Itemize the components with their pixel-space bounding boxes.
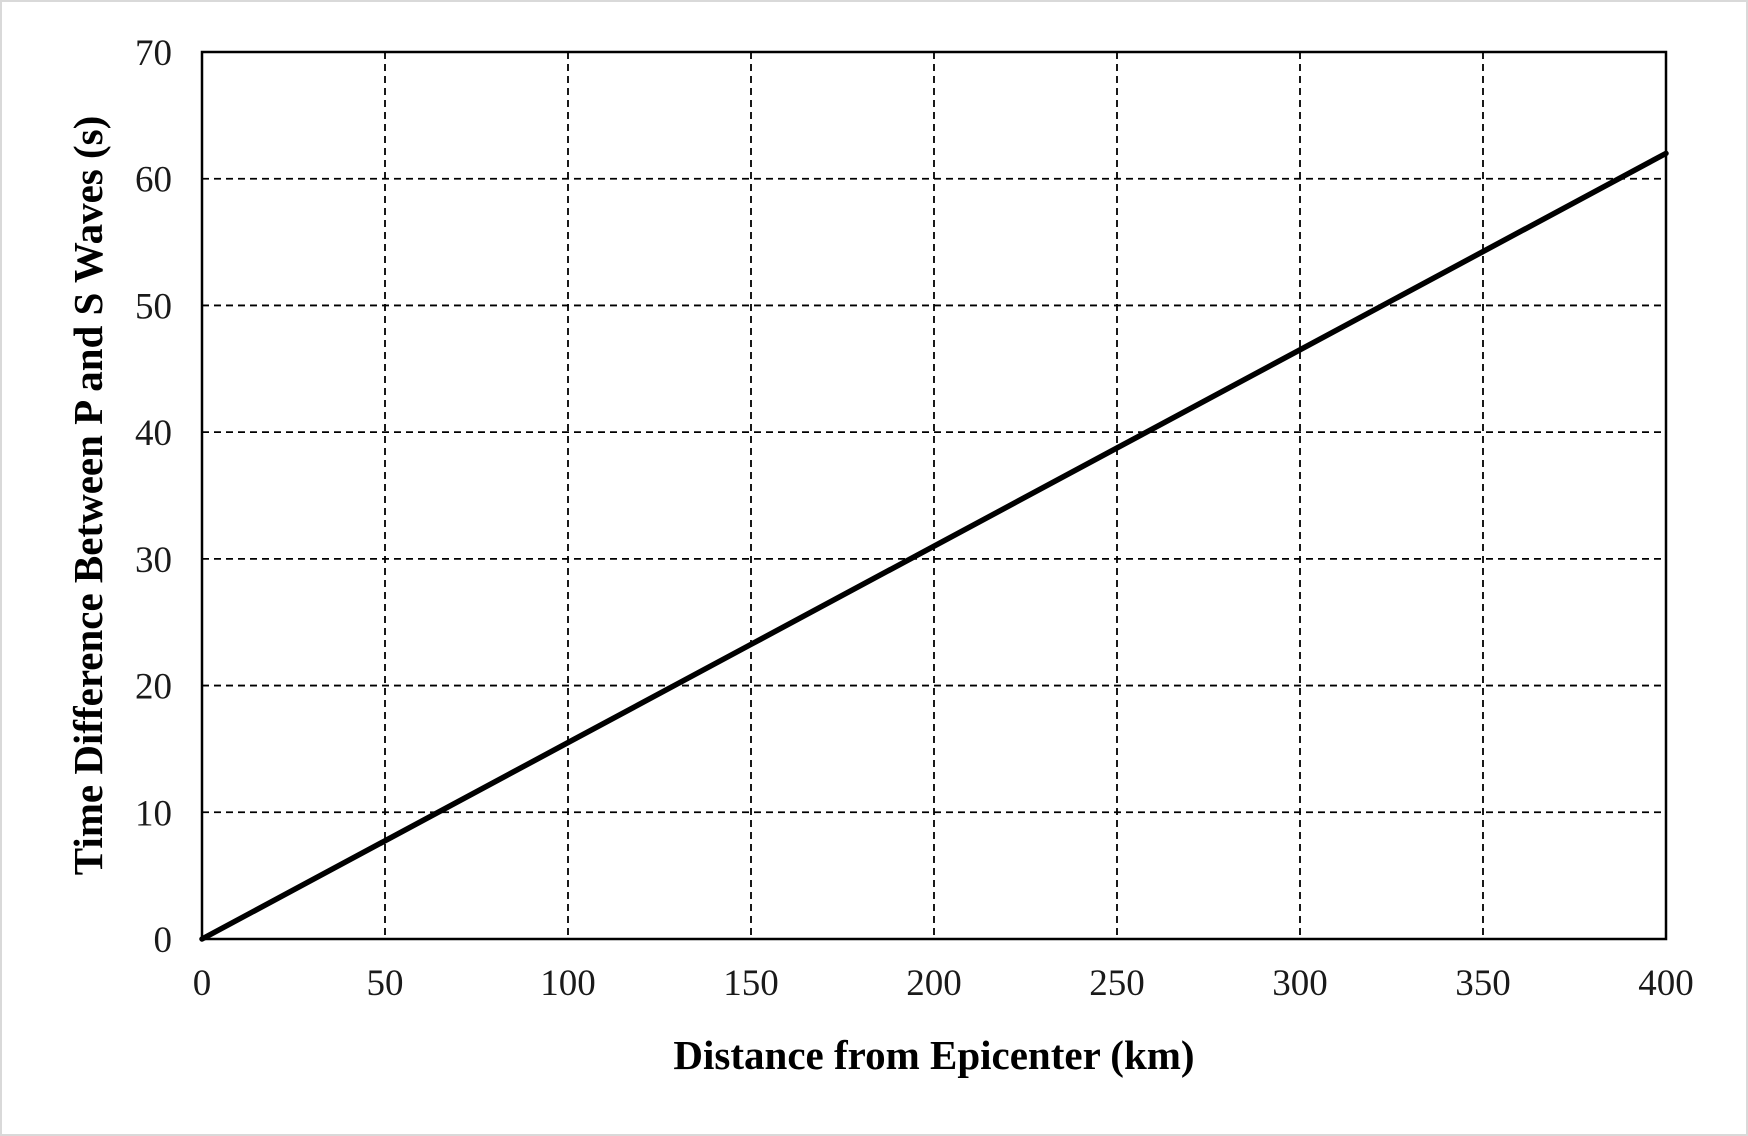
x-tick-label-150: 150 xyxy=(723,963,779,1004)
series-line-0 xyxy=(199,150,1669,942)
y-tick-label-10: 10 xyxy=(135,793,172,834)
y-tick-label-30: 30 xyxy=(135,540,172,581)
x-tick-label-0: 0 xyxy=(193,963,212,1004)
x-axis-tick-labels: 0 50 100 150 200 250 300 350 400 xyxy=(193,963,1694,1004)
plot-area-border xyxy=(200,50,1668,941)
x-tick-label-50: 50 xyxy=(367,963,404,1004)
y-tick-label-50: 50 xyxy=(135,286,172,327)
x-axis-title: Distance from Epicenter (km) xyxy=(673,1032,1194,1078)
y-tick-label-70: 70 xyxy=(135,33,172,74)
x-tick-label-350: 350 xyxy=(1455,963,1511,1004)
y-tick-label-40: 40 xyxy=(135,413,172,454)
series-layer xyxy=(199,150,1669,942)
y-axis-tick-labels: 0 10 20 30 40 50 60 70 xyxy=(135,33,172,961)
x-tick-label-200: 200 xyxy=(906,963,962,1004)
y-tick-label-0: 0 xyxy=(154,920,173,961)
grid-lines xyxy=(202,52,1666,939)
y-tick-label-20: 20 xyxy=(135,667,172,708)
y-tick-label-60: 60 xyxy=(135,160,172,201)
x-tick-label-100: 100 xyxy=(540,963,596,1004)
y-axis-title: Time Difference Between P and S Waves (s… xyxy=(65,116,111,876)
x-tick-label-400: 400 xyxy=(1638,963,1694,1004)
x-tick-label-300: 300 xyxy=(1272,963,1328,1004)
x-tick-label-250: 250 xyxy=(1089,963,1145,1004)
